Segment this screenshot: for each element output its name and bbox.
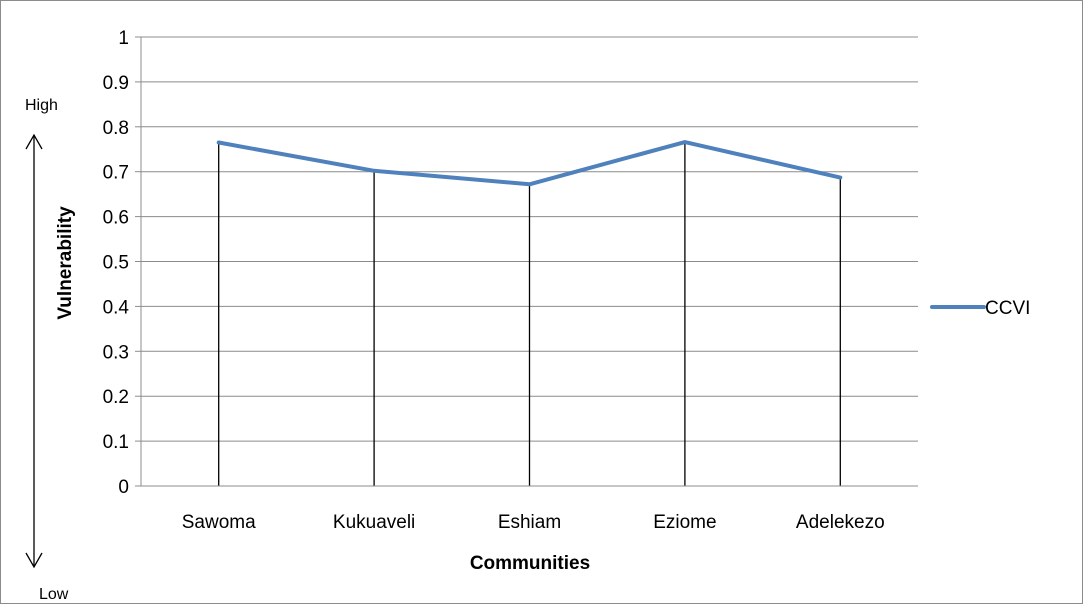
x-tick-label: Kukuaveli xyxy=(333,512,415,533)
x-tick-label: Adelekezo xyxy=(796,512,885,533)
series-line-ccvi xyxy=(216,140,843,187)
y-tick-label: 0.4 xyxy=(103,297,130,318)
drop-lines xyxy=(218,142,841,486)
x-tick-label: Eziome xyxy=(653,512,716,533)
y-tick-labels: 0 0.1 0.2 0.3 0.4 0.5 0.6 0.7 0.8 0.9 1 xyxy=(103,28,130,498)
y-tick-label: 0.7 xyxy=(103,163,129,184)
data-point xyxy=(838,176,842,180)
data-point xyxy=(683,140,687,144)
series-lines xyxy=(216,140,843,187)
data-point xyxy=(372,169,376,173)
x-tick-labels: Sawoma Kukuaveli Eshiam Eziome Adelekezo xyxy=(182,512,885,533)
y-tick-label: 0.8 xyxy=(103,118,129,139)
legend-label-ccvi: CCVI xyxy=(985,298,1030,319)
y-tick-label: 0.9 xyxy=(103,73,129,94)
legend: CCVI xyxy=(930,298,1030,319)
y-tick-label: 0.6 xyxy=(103,208,129,229)
gridlines xyxy=(135,36,918,487)
high-label: High xyxy=(25,97,58,114)
data-point xyxy=(217,141,221,145)
axes xyxy=(140,37,918,487)
y-axis-title: Vulnerability xyxy=(55,206,76,320)
x-axis-title: Communities xyxy=(470,553,590,574)
y-tick-label: 0 xyxy=(118,477,129,498)
y-tick-label: 0.2 xyxy=(103,387,129,408)
data-point xyxy=(528,182,531,186)
x-tick-label: Eshiam xyxy=(498,512,561,533)
vulnerability-arrow xyxy=(25,133,43,569)
y-tick-label: 0.1 xyxy=(103,432,129,453)
y-tick-label: 1 xyxy=(118,28,129,49)
y-tick-label: 0.3 xyxy=(103,342,129,363)
x-tick-label: Sawoma xyxy=(182,512,256,533)
y-tick-label: 0.5 xyxy=(103,253,129,274)
low-label: Low xyxy=(39,586,69,603)
